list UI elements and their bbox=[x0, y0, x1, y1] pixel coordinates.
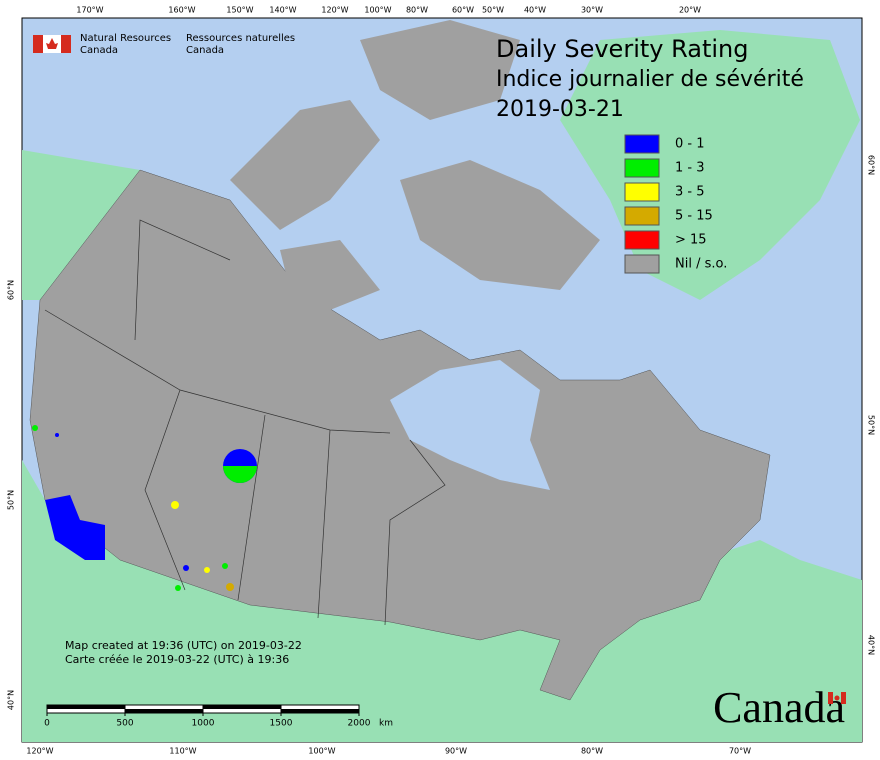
rating-areas bbox=[32, 425, 257, 591]
graticule-label: 120°W bbox=[321, 6, 348, 15]
graticule-label: 150°W bbox=[226, 6, 253, 15]
graticule-label: 80°W bbox=[581, 747, 603, 756]
graticule-label: 90°W bbox=[445, 747, 467, 756]
graticule-label: 160°W bbox=[168, 6, 195, 15]
agency-fr: Ressources naturelles bbox=[186, 33, 295, 44]
legend-swatch bbox=[624, 254, 660, 274]
graticule-label: 40°W bbox=[524, 6, 546, 15]
graticule-label: 70°W bbox=[729, 747, 751, 756]
scale-label: 0 bbox=[44, 719, 50, 729]
scale-label: 500 bbox=[116, 719, 133, 729]
scale-label: 1500 bbox=[270, 719, 293, 729]
graticule-label: 50°W bbox=[482, 6, 504, 15]
land-usa bbox=[22, 460, 862, 742]
legend-label: 1 - 3 bbox=[675, 161, 705, 176]
legend-label: 0 - 1 bbox=[675, 137, 705, 152]
graticule-label: 170°W bbox=[76, 6, 103, 15]
flag-logo bbox=[33, 35, 71, 53]
scale-label: 2000 bbox=[348, 719, 371, 729]
arctic-island bbox=[280, 240, 380, 310]
land-canada bbox=[29, 169, 771, 701]
note: Carte créée le 2019-03-22 (UTC) à 19:36 bbox=[65, 653, 289, 666]
arctic-island bbox=[360, 20, 520, 120]
graticule-label: 120°W bbox=[26, 747, 53, 756]
scale-segment bbox=[281, 709, 359, 713]
legend-swatch bbox=[624, 134, 660, 154]
scale-label: 1000 bbox=[192, 719, 215, 729]
land-alaska bbox=[22, 150, 140, 300]
graticule-label: 60°N bbox=[867, 155, 876, 175]
note: Map created at 19:36 (UTC) on 2019-03-22 bbox=[65, 639, 302, 652]
hudson-bay bbox=[390, 360, 550, 490]
graticule-label: 140°W bbox=[269, 6, 296, 15]
agency-fr: Canada bbox=[186, 45, 224, 56]
graticule-label: 80°W bbox=[406, 6, 428, 15]
legend-label: > 15 bbox=[675, 233, 707, 248]
graticule-label: 40°N bbox=[867, 635, 876, 655]
date: 2019-03-21 bbox=[496, 97, 624, 122]
legend-swatch bbox=[624, 230, 660, 250]
graticule-label: 50°N bbox=[867, 415, 876, 435]
arctic-island bbox=[400, 160, 600, 290]
graticule-label: 110°W bbox=[169, 747, 196, 756]
legend-label: 5 - 15 bbox=[675, 209, 713, 224]
wordmark: Canada bbox=[713, 683, 845, 732]
title-fr: Indice journalier de sévérité bbox=[496, 67, 804, 92]
graticule-label: 100°W bbox=[308, 747, 335, 756]
legend-label: Nil / s.o. bbox=[675, 257, 727, 272]
title: Daily Severity Rating bbox=[496, 35, 748, 63]
agency-en: Natural Resources bbox=[80, 33, 171, 44]
arctic-island bbox=[230, 100, 380, 230]
graticule-label: 100°W bbox=[364, 6, 391, 15]
agency-en: Canada bbox=[80, 45, 118, 56]
graticule-label: 20°W bbox=[679, 6, 701, 15]
scale-segment bbox=[47, 705, 125, 709]
graticule-label: 50°N bbox=[7, 490, 16, 510]
scale-segment bbox=[125, 709, 203, 713]
legend-label: 3 - 5 bbox=[675, 185, 705, 200]
graticule-label: 60°W bbox=[452, 6, 474, 15]
wordmark-flag bbox=[828, 692, 846, 704]
legend-swatch bbox=[624, 206, 660, 226]
legend-swatch bbox=[624, 158, 660, 178]
borders bbox=[44, 219, 446, 626]
graticule-label: 60°N bbox=[7, 280, 16, 300]
graticule-label: 40°N bbox=[7, 690, 16, 710]
legend-swatch bbox=[624, 182, 660, 202]
scale-unit: km bbox=[379, 719, 393, 729]
scale-segment bbox=[203, 705, 281, 709]
graticule-label: 30°W bbox=[581, 6, 603, 15]
